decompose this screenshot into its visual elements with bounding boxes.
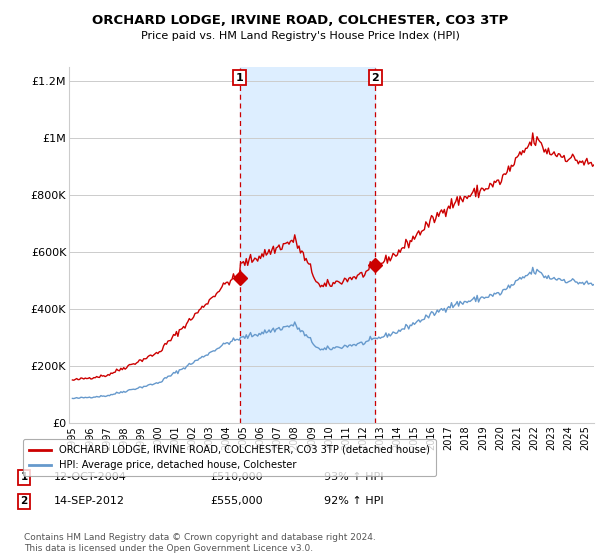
Text: 93% ↑ HPI: 93% ↑ HPI	[324, 472, 383, 482]
Text: 12-OCT-2004: 12-OCT-2004	[54, 472, 127, 482]
Bar	[240, 67, 375, 423]
Legend: ORCHARD LODGE, IRVINE ROAD, COLCHESTER, CO3 3TP (detached house), HPI: Average p: ORCHARD LODGE, IRVINE ROAD, COLCHESTER, …	[23, 439, 436, 476]
Text: 14-SEP-2012: 14-SEP-2012	[54, 496, 125, 506]
Text: £555,000: £555,000	[210, 496, 263, 506]
Text: 2: 2	[20, 496, 28, 506]
Text: Contains HM Land Registry data © Crown copyright and database right 2024.
This d: Contains HM Land Registry data © Crown c…	[24, 533, 376, 553]
Text: Price paid vs. HM Land Registry's House Price Index (HPI): Price paid vs. HM Land Registry's House …	[140, 31, 460, 41]
Text: 92% ↑ HPI: 92% ↑ HPI	[324, 496, 383, 506]
Text: 1: 1	[20, 472, 28, 482]
Text: £510,000: £510,000	[210, 472, 263, 482]
Text: 2: 2	[371, 73, 379, 82]
Text: ORCHARD LODGE, IRVINE ROAD, COLCHESTER, CO3 3TP: ORCHARD LODGE, IRVINE ROAD, COLCHESTER, …	[92, 14, 508, 27]
Text: 1: 1	[236, 73, 244, 82]
